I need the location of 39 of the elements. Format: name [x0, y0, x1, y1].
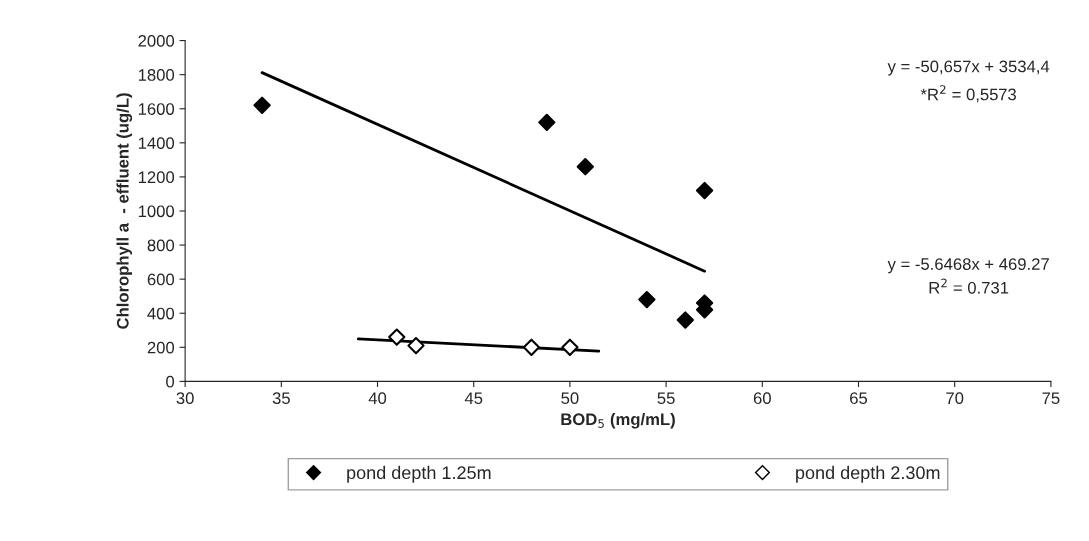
y-tick-label: 800 — [147, 239, 175, 252]
point — [253, 96, 271, 114]
annotation: *R$^{2}$ = 0,5573 — [920, 85, 1016, 103]
annotation: y = -50,657x + 3534,4 — [887, 60, 1050, 76]
y-tick-label: 1400 — [138, 137, 175, 150]
x-tick-label: 40 — [368, 392, 387, 405]
annotation: R$^{2}$ = 0.731 — [929, 278, 1009, 294]
y-tick-label: 1600 — [138, 103, 175, 115]
y-tick-label: 1000 — [138, 205, 175, 218]
y-tick-label: 2000 — [138, 34, 175, 47]
legend-label: pond depth 1.25m — [347, 465, 491, 483]
y-tick-label: 0 — [166, 375, 175, 388]
x-axis-title: BOD$_{5}$ (mg/mL) — [561, 412, 675, 429]
y-tick-label: 200 — [147, 341, 175, 354]
y-tick-label: 1800 — [138, 69, 175, 81]
legend-label: pond depth 2.30m — [796, 465, 940, 483]
x-tick-label: 60 — [753, 392, 771, 405]
x-tick-label: 35 — [272, 392, 290, 405]
y-tick-label: 400 — [147, 307, 175, 320]
point — [676, 311, 694, 329]
x-tick-label: 55 — [657, 392, 675, 405]
annotation: y = -5.6468x + 469.27 — [887, 258, 1049, 274]
point — [522, 338, 541, 356]
y-axis-title: Chlorophyll a - effluent (ug/L) — [116, 93, 133, 329]
point — [538, 113, 556, 132]
x-tick-label: 75 — [1042, 392, 1060, 405]
point — [407, 336, 425, 355]
point — [695, 181, 714, 200]
x-tick-label: 50 — [561, 392, 579, 405]
point — [388, 328, 406, 346]
y-tick-label: 1200 — [138, 171, 175, 184]
x-tick-label: 70 — [946, 392, 964, 405]
y-tick-label: 600 — [147, 273, 175, 286]
point — [576, 158, 594, 176]
point — [638, 290, 656, 309]
point — [561, 338, 579, 356]
x-tick-label: 45 — [464, 392, 483, 405]
x-tick-label: 65 — [850, 392, 868, 405]
x-tick-label: 30 — [176, 392, 194, 405]
